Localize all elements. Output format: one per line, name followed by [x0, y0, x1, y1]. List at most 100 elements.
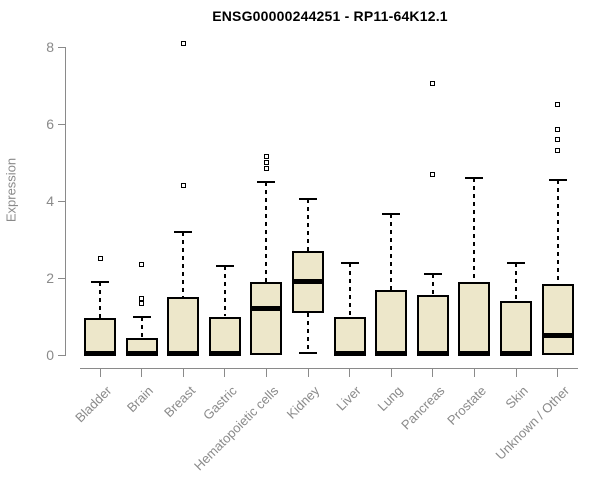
outlier-point: [139, 262, 145, 268]
median-line: [500, 350, 532, 356]
x-axis-category-label: Brain: [124, 383, 157, 416]
outlier-point: [555, 127, 561, 133]
outlier-point: [555, 136, 561, 142]
x-axis-tick: [265, 368, 267, 377]
box: [167, 297, 200, 355]
x-axis-category-label: Pancreas: [397, 383, 448, 433]
upper-whisker-cap: [257, 180, 276, 183]
x-axis-tick: [557, 368, 559, 377]
upper-whisker-cap: [174, 230, 193, 233]
outlier-point: [430, 171, 436, 177]
outlier-point: [263, 154, 269, 160]
median-line: [375, 350, 408, 356]
upper-whisker: [431, 274, 434, 296]
upper-whisker: [348, 262, 351, 317]
chart-title: ENSG00000244251 - RP11-64K12.1: [212, 8, 448, 24]
outlier-point: [97, 256, 103, 262]
upper-whisker: [99, 281, 101, 319]
median-line: [250, 306, 283, 312]
median-line: [416, 350, 449, 356]
outlier-point: [430, 81, 436, 87]
median-line: [292, 279, 324, 285]
outlier-point: [555, 148, 561, 154]
y-axis-label: Expression: [3, 157, 19, 223]
box: [541, 283, 574, 355]
upper-whisker-cap: [340, 261, 359, 264]
upper-whisker: [473, 177, 476, 282]
median-line: [125, 350, 158, 356]
x-axis-category-label: Lung: [374, 383, 406, 415]
median-line: [84, 350, 116, 356]
x-axis-tick: [99, 368, 101, 377]
median-line: [208, 350, 241, 356]
outlier-point: [139, 300, 145, 306]
lower-whisker: [307, 312, 309, 354]
x-axis-tick: [349, 368, 351, 377]
y-axis-tick-label: 0: [46, 347, 54, 363]
y-axis-tick-label: 4: [46, 193, 54, 209]
upper-whisker-cap: [215, 265, 234, 268]
x-axis-category-label: Prostate: [444, 383, 490, 428]
x-axis-tick: [515, 368, 517, 377]
upper-whisker-cap: [423, 273, 442, 276]
median-line: [458, 350, 491, 356]
x-axis-tick: [224, 368, 226, 377]
upper-whisker-cap: [132, 315, 151, 318]
lower-whisker-cap: [299, 352, 317, 355]
upper-whisker: [556, 179, 559, 284]
upper-whisker-cap: [299, 198, 317, 201]
outlier-point: [555, 102, 561, 108]
upper-whisker: [307, 199, 309, 252]
y-axis-tick-label: 6: [46, 116, 54, 132]
median-line: [167, 350, 200, 356]
outlier-point: [139, 295, 145, 301]
upper-whisker: [140, 316, 143, 338]
y-axis-tick: [58, 355, 66, 356]
upper-whisker-cap: [548, 178, 567, 181]
x-axis-tick: [307, 368, 309, 377]
box: [208, 316, 241, 355]
upper-whisker: [390, 214, 393, 290]
upper-whisker: [223, 266, 226, 317]
upper-whisker: [265, 181, 268, 282]
outlier-point: [263, 160, 269, 165]
upper-whisker: [182, 231, 185, 298]
outlier-point: [180, 40, 186, 46]
box: [458, 281, 491, 355]
y-axis-tick: [58, 47, 66, 48]
upper-whisker-cap: [507, 261, 525, 264]
box: [416, 295, 449, 355]
x-axis-category-label: Bladder: [72, 383, 115, 426]
upper-whisker-cap: [465, 176, 484, 179]
x-axis-line: [80, 368, 578, 369]
y-axis-tick: [58, 201, 66, 202]
box: [375, 289, 408, 355]
y-axis-tick: [58, 278, 66, 279]
x-axis-tick: [141, 368, 143, 377]
box: [250, 281, 283, 355]
x-axis-category-label: Skin: [502, 383, 531, 412]
upper-whisker-cap: [382, 213, 401, 216]
outlier-point: [180, 183, 186, 189]
y-axis-tick: [58, 124, 66, 125]
x-axis-category-label: Kidney: [283, 383, 323, 422]
median-line: [333, 350, 366, 356]
upper-whisker: [515, 262, 517, 302]
box: [500, 301, 532, 355]
y-axis-tick-label: 2: [46, 270, 54, 286]
x-axis-tick: [473, 368, 475, 377]
upper-whisker-cap: [91, 280, 109, 283]
outlier-point: [263, 165, 269, 171]
x-axis-category-label: Gastric: [199, 383, 240, 423]
x-axis-tick: [432, 368, 434, 377]
median-line: [541, 333, 574, 339]
x-axis-tick: [182, 368, 184, 377]
x-axis-category-label: Liver: [333, 383, 365, 414]
box: [84, 318, 116, 355]
box: [333, 316, 366, 355]
x-axis-category-label: Breast: [160, 383, 198, 421]
x-axis-category-label: Unknown / Other: [492, 383, 573, 463]
x-axis-tick: [390, 368, 392, 377]
y-axis-tick-label: 8: [46, 39, 54, 55]
